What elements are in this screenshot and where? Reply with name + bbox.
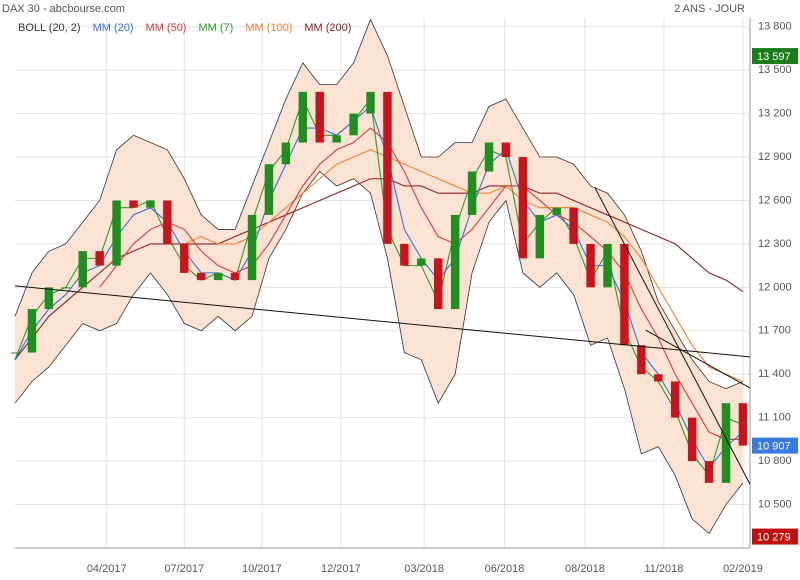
candle: [196, 272, 206, 281]
y-tick-label: 10 800: [758, 455, 792, 467]
legend-entry: MM (20): [93, 22, 134, 34]
bollinger-lower: [14, 170, 744, 535]
moving-average: [184, 149, 744, 382]
candle: [687, 417, 697, 462]
candle: [383, 91, 392, 244]
y-tick-label: 13 500: [758, 64, 792, 76]
candle: [349, 113, 358, 136]
x-tick-label: 04/2017: [87, 563, 127, 575]
legend-entry: MM (100): [245, 22, 292, 34]
candle: [315, 91, 324, 143]
candle: [433, 258, 443, 310]
x-tick-label: 10/2017: [242, 563, 282, 575]
price-tag-label: 10 907: [757, 441, 791, 453]
candle: [535, 214, 545, 259]
price-tag: [752, 528, 798, 545]
candle: [637, 345, 646, 375]
y-tick-label: 10 500: [758, 498, 792, 510]
candle: [95, 251, 104, 266]
x-tick-label: 06/2018: [485, 563, 525, 575]
candle: [450, 214, 460, 310]
candle: [400, 243, 409, 266]
x-tick-label: 02/2019: [723, 563, 763, 575]
candle: [518, 157, 528, 259]
y-tick-label: 12 900: [758, 151, 792, 163]
y-tick-label: 12 600: [758, 194, 792, 206]
candle: [27, 309, 37, 353]
candle: [213, 272, 223, 281]
candle: [264, 164, 274, 215]
candle: [298, 91, 308, 143]
candle: [180, 243, 189, 273]
x-tick-label: 12/2017: [321, 563, 361, 575]
candle: [704, 461, 714, 483]
candle: [586, 243, 595, 288]
candle: [247, 214, 257, 281]
candle: [44, 287, 54, 310]
candle: [620, 243, 629, 346]
candle: [146, 200, 155, 208]
trend-line: [645, 329, 751, 389]
y-tick-label: 13 800: [758, 21, 792, 33]
candle: [501, 142, 511, 158]
candle: [552, 207, 561, 215]
candle: [163, 200, 172, 244]
candle: [61, 287, 71, 289]
price-tag-label: 13 597: [757, 51, 791, 63]
candle: [603, 243, 612, 288]
legend-entry: MM (7): [198, 22, 233, 34]
price-tag-label: 10 279: [757, 531, 791, 543]
chart-title: DAX 30 - abcbourse.com: [2, 3, 125, 15]
candle: [417, 258, 426, 266]
y-tick-label: 12 000: [758, 281, 792, 293]
candle: [281, 142, 291, 165]
trend-line: [14, 285, 751, 358]
y-tick-label: 13 200: [758, 107, 792, 119]
candle: [721, 403, 731, 483]
bollinger-fill: [15, 19, 743, 534]
legend-entry: MM (50): [146, 22, 187, 34]
moving-average: [99, 127, 743, 440]
y-tick-label: 12 300: [758, 238, 792, 250]
x-tick-label: 11/2018: [644, 563, 683, 575]
candle: [569, 207, 578, 244]
y-tick-label: 11 400: [758, 368, 791, 380]
candle: [654, 374, 663, 382]
candle: [738, 403, 748, 446]
candle: [484, 142, 494, 172]
y-tick-label: 11 700: [758, 325, 791, 337]
y-tick-label: 11 100: [758, 412, 791, 424]
candle: [670, 381, 680, 418]
candle: [10, 352, 20, 354]
candle: [129, 200, 138, 208]
candle: [467, 171, 477, 215]
legend-entry: BOLL (20, 2): [18, 22, 81, 34]
candle: [112, 200, 121, 266]
price-tag: [752, 48, 798, 65]
candle: [78, 251, 87, 288]
price-tag: [752, 437, 798, 454]
candle: [230, 272, 240, 281]
candle: [332, 135, 341, 143]
x-tick-label: 07/2017: [164, 563, 204, 575]
candle: [366, 91, 375, 114]
x-tick-label: 03/2018: [404, 563, 444, 575]
x-tick-label: 08/2018: [565, 563, 605, 575]
bollinger-upper: [14, 18, 744, 390]
trend-line: [594, 187, 751, 485]
legend-entry: MM (200): [304, 22, 351, 34]
moving-average: [14, 178, 744, 361]
period-label: 2 ANS - JOUR: [674, 3, 745, 15]
